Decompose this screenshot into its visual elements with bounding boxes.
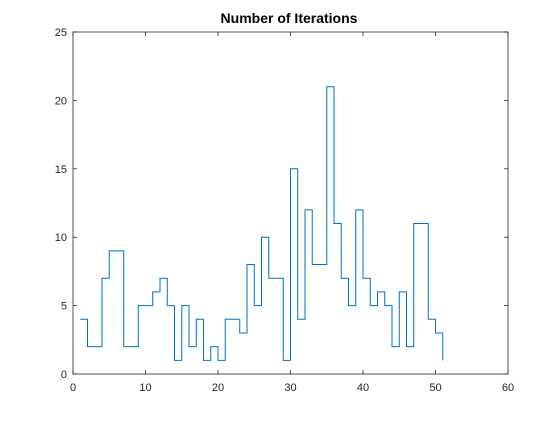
y-tick-label: 20 (55, 95, 67, 107)
chart-title: Number of Iterations (221, 10, 358, 26)
x-tick-label: 0 (70, 382, 76, 394)
y-tick-label: 15 (55, 164, 67, 176)
y-tick-label: 25 (55, 27, 67, 39)
y-tick-label: 0 (61, 369, 67, 381)
y-tick-label: 10 (55, 232, 67, 244)
x-tick-label: 40 (357, 382, 369, 394)
x-tick-label: 30 (284, 382, 296, 394)
x-tick-label: 50 (429, 382, 441, 394)
y-tick-label: 5 (61, 301, 67, 313)
x-tick-label: 60 (502, 382, 514, 394)
x-tick-label: 20 (212, 382, 224, 394)
x-tick-label: 10 (139, 382, 151, 394)
